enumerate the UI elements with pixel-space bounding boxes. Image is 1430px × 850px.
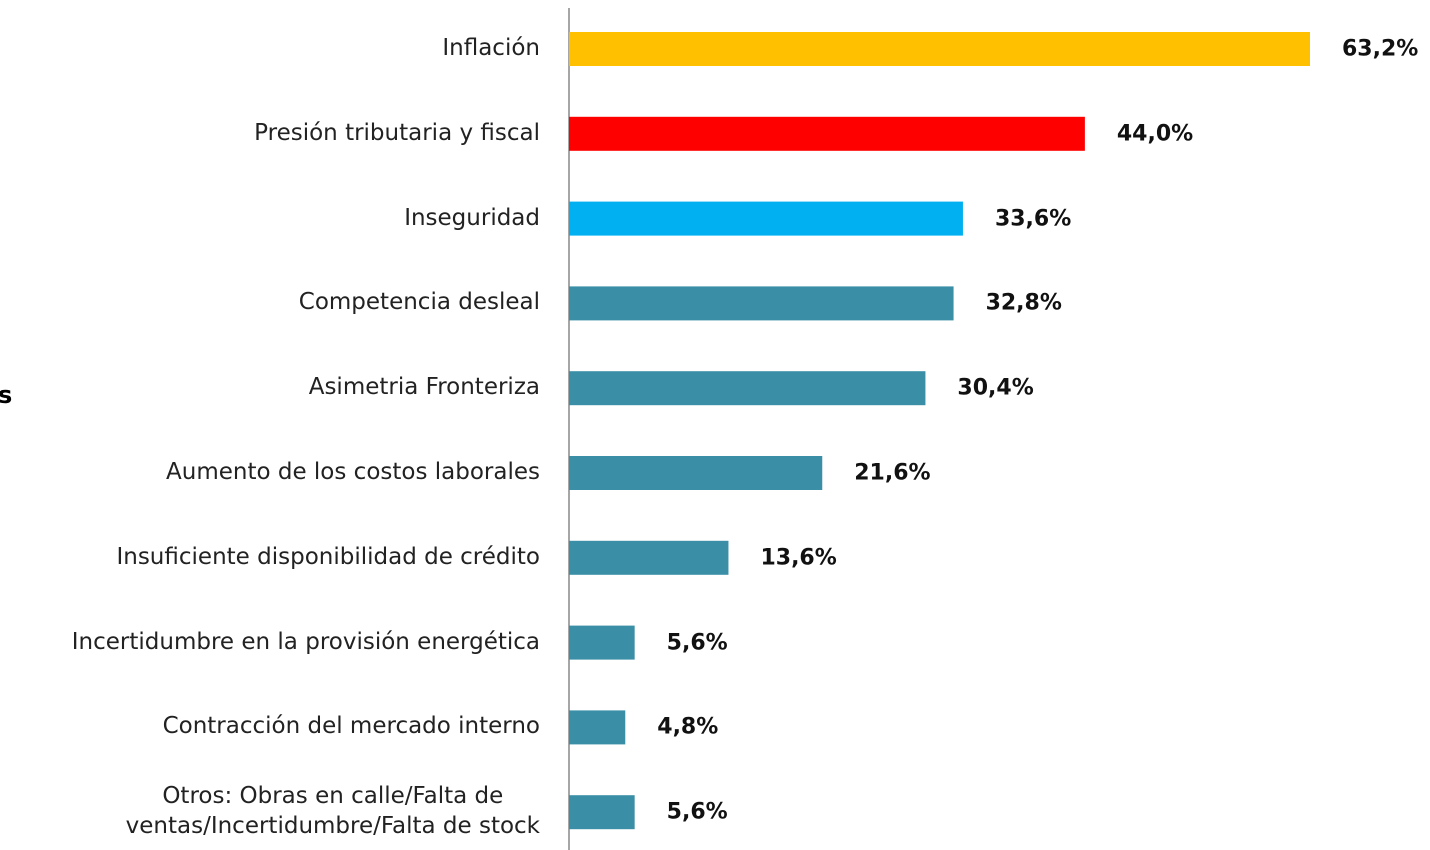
bar bbox=[569, 116, 1085, 151]
value-label: 33,6% bbox=[994, 206, 1072, 232]
value-label: 30,4% bbox=[957, 375, 1034, 401]
value-label: 5,6% bbox=[666, 630, 728, 656]
category-label: Otros: Obras en calle/Falta de ventas/In… bbox=[125, 783, 540, 840]
bar bbox=[569, 286, 954, 321]
annotation: s bbox=[0, 381, 13, 409]
value-label: 32,8% bbox=[985, 290, 1062, 316]
bar bbox=[569, 710, 626, 745]
bar bbox=[569, 456, 823, 490]
value-label: 4,8% bbox=[657, 714, 719, 740]
bar bbox=[569, 32, 1310, 66]
bar bbox=[569, 625, 635, 660]
bar bbox=[569, 540, 729, 575]
value-label: 21,6% bbox=[854, 460, 931, 486]
bar bbox=[569, 201, 963, 236]
category-label: Asimetria Fronteriza bbox=[308, 374, 540, 401]
category-label: Contracción del mercado interno bbox=[162, 713, 540, 740]
bar bbox=[569, 371, 926, 406]
value-label: 63,2% bbox=[1342, 36, 1419, 62]
category-label: Aumento de los costos laborales bbox=[166, 459, 540, 486]
value-label: 13,6% bbox=[760, 545, 837, 571]
bar bbox=[569, 795, 635, 830]
category-label: Incertidumbre en la provisión energética bbox=[71, 628, 540, 655]
category-label: Inseguridad bbox=[404, 204, 540, 231]
category-label: Inflación bbox=[442, 35, 540, 62]
category-label: Competencia desleal bbox=[298, 289, 540, 316]
value-label: 44,0% bbox=[1116, 121, 1194, 147]
category-label: Presión tributaria y fiscal bbox=[254, 119, 540, 146]
value-label: 5,6% bbox=[666, 799, 728, 825]
category-label: Insuficiente disponibilidad de crédito bbox=[116, 543, 540, 570]
